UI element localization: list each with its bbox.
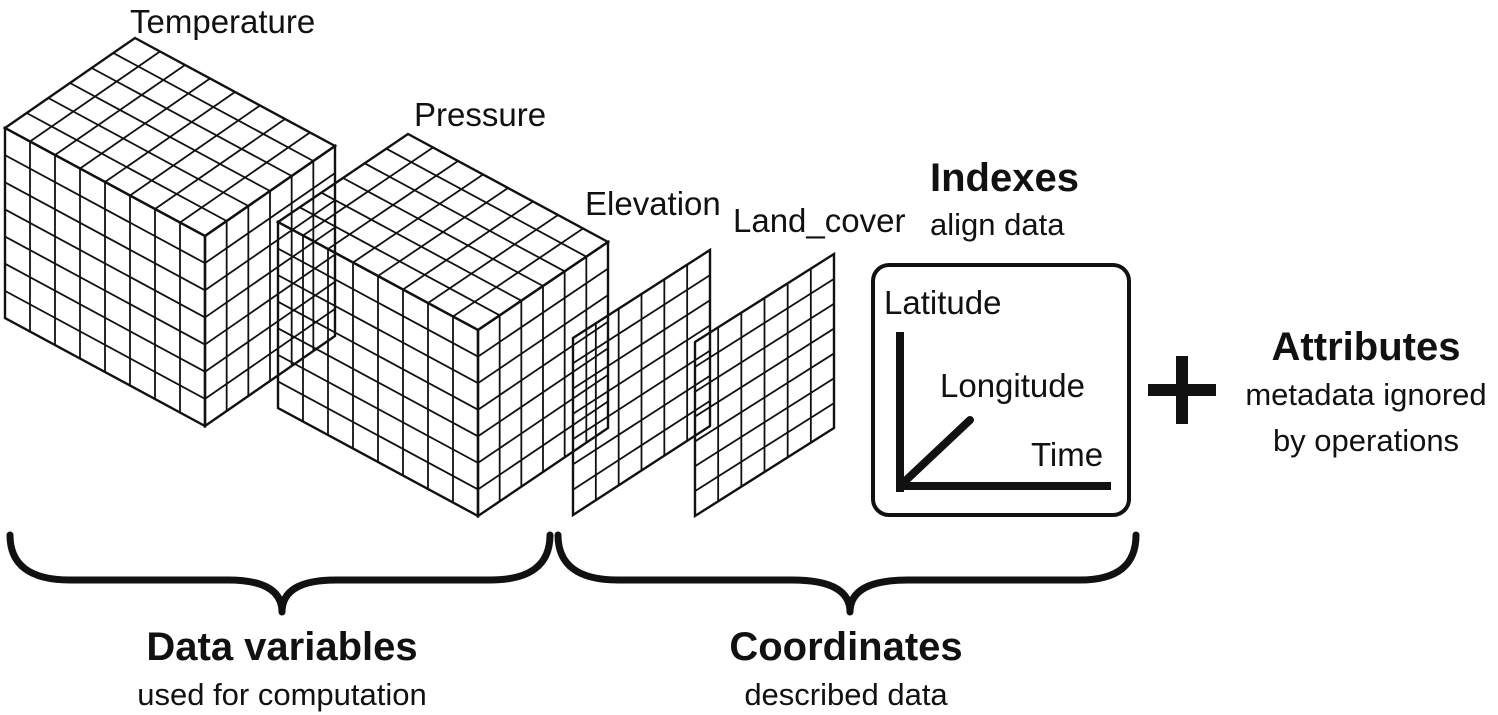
data-variables-subtitle: used for computation	[137, 677, 427, 712]
indexes-subtitle: align data	[930, 207, 1065, 242]
latitude-label: Latitude	[884, 284, 1001, 321]
attributes-title: Attributes	[1272, 325, 1461, 369]
indexes-box: Latitude Longitude Time	[871, 263, 1131, 517]
pressure-side-face-gridline-v	[477, 374, 609, 464]
pressure-side-face-gridline-v	[477, 294, 609, 384]
temperature-front-face-gridline-v	[4, 208, 206, 319]
land-cover-face-gridline-v	[694, 377, 835, 468]
plus-icon	[1148, 356, 1216, 424]
land-cover-face-gridline-v	[694, 278, 835, 368]
attributes-subtitle-2: by operations	[1273, 423, 1459, 458]
pressure-top-face-gridline-v	[299, 206, 501, 317]
attributes-subtitle-1: metadata ignored	[1245, 377, 1486, 412]
pressure-front-face-gridline-v	[277, 380, 479, 491]
temperature-front-face-gridline-v	[4, 290, 206, 400]
time-label: Time	[1031, 436, 1103, 473]
longitude-label: Longitude	[940, 367, 1085, 404]
pressure-side-face-gridline-v	[477, 400, 609, 491]
temperature-cube	[2, 36, 338, 429]
temperature-front-face-gridline-v	[4, 235, 206, 346]
pressure-top-face-gridline-v	[385, 147, 587, 258]
elevation-face-gridline-v	[572, 349, 711, 440]
pressure-front-face-gridline-v	[277, 247, 479, 358]
pressure-top-face-gridline-v	[364, 162, 566, 273]
pressure-cube	[275, 132, 611, 519]
land-cover-plane	[693, 251, 836, 519]
temperature-top-face-gridline-v	[26, 112, 228, 222]
temperature-side-face-gridline-v	[204, 308, 336, 400]
temperature-side-face-gridline-v	[204, 253, 336, 346]
temperature-front-face-gridline-v	[4, 154, 206, 264]
temperature-front-face-gridline-v	[4, 262, 206, 373]
elevation-plane	[571, 247, 712, 518]
pressure-label: Pressure	[414, 96, 546, 133]
land-cover-label: Land_cover	[733, 202, 905, 239]
data-variables-brace	[6, 531, 554, 616]
data-variables-title: Data variables	[146, 625, 417, 669]
pressure-side-face-gridline-v	[477, 267, 609, 358]
coordinates-brace	[554, 531, 1140, 616]
elevation-label: Elevation	[585, 185, 721, 222]
pressure-side-face-gridline-v	[477, 347, 609, 438]
land-cover-face-gridline-v	[694, 352, 835, 443]
elevation-face-gridline-v	[572, 299, 711, 390]
pressure-side-face-gridline-v	[477, 320, 609, 411]
pressure-front-face	[276, 219, 480, 519]
elevation-face-gridline-v	[572, 324, 711, 415]
temperature-top-face-gridline-v	[112, 52, 314, 162]
temperature-top-face-gridline-v	[91, 67, 293, 177]
pressure-front-face-gridline-v	[277, 354, 479, 464]
land-cover-face-gridline-v	[694, 327, 835, 418]
temperature-side-face-gridline-v	[204, 280, 336, 373]
pressure-front-face-gridline-v	[277, 327, 479, 438]
land-cover-face-gridline-v	[694, 402, 835, 492]
elevation-face-gridline-v	[572, 274, 711, 365]
elevation-face-gridline-v	[572, 400, 711, 491]
elevation-face-gridline-v	[572, 374, 711, 466]
temperature-side-face-gridline-v	[204, 172, 336, 264]
temperature-front-face-gridline-v	[4, 181, 206, 292]
longitude-axis	[898, 416, 974, 488]
temperature-top-face-gridline-v	[69, 82, 271, 192]
indexes-title: Indexes	[930, 156, 1079, 200]
coordinates-subtitle: described data	[744, 677, 948, 712]
land-cover-face-gridline-v	[694, 302, 835, 393]
pressure-front-face-gridline-v	[277, 274, 479, 384]
temperature-front-face	[3, 125, 207, 429]
pressure-top-face-gridline-v	[320, 191, 522, 302]
pressure-front-face-gridline-v	[277, 300, 479, 411]
pressure-top-face-gridline-v	[342, 177, 544, 287]
coordinates-title: Coordinates	[729, 625, 962, 669]
temperature-top-face-gridline-v	[47, 97, 249, 207]
temperature-label: Temperature	[130, 3, 315, 40]
